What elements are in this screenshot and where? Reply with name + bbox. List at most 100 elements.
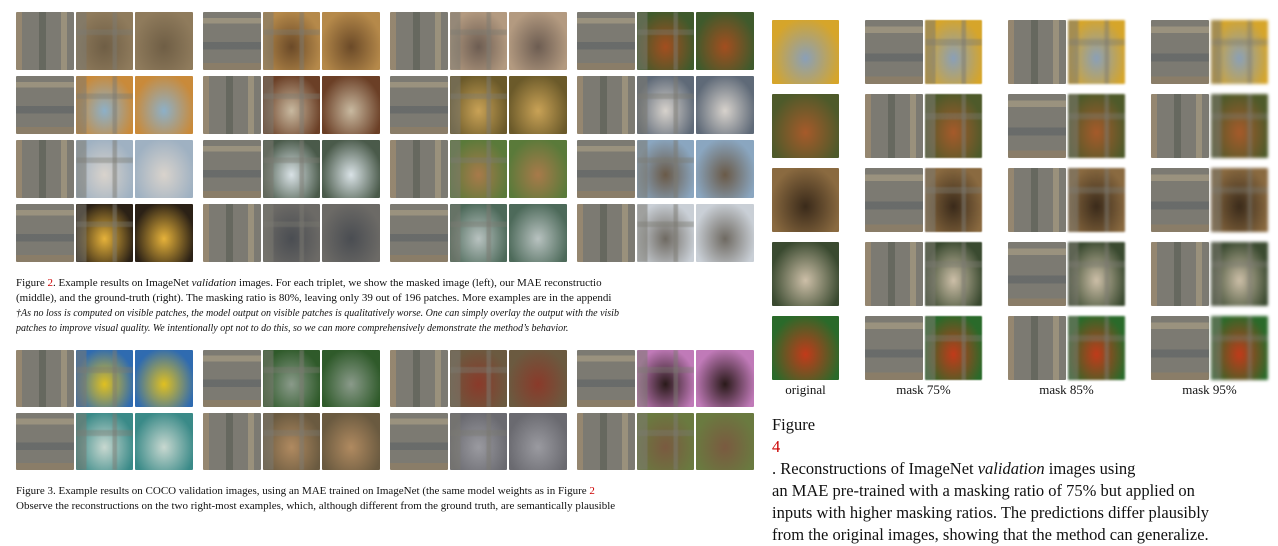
reconstruction-image bbox=[75, 76, 134, 134]
figure-3-triplet bbox=[577, 350, 755, 407]
ground-truth-image bbox=[696, 140, 755, 198]
reconstruction-image bbox=[75, 350, 134, 407]
ground-truth-image bbox=[322, 12, 381, 70]
reconstruction-image bbox=[636, 140, 695, 198]
reconstruction-image bbox=[636, 76, 695, 134]
mask-95-pair bbox=[1151, 94, 1268, 158]
original-image bbox=[772, 316, 839, 380]
mask-85-masked-image bbox=[1008, 242, 1066, 306]
masked-image bbox=[390, 350, 448, 407]
masked-image bbox=[577, 350, 635, 407]
mask-85-masked-image bbox=[1008, 20, 1066, 84]
masked-image bbox=[16, 140, 74, 198]
mask-95-masked-image bbox=[1151, 94, 1209, 158]
mask-85-reconstruction-image bbox=[1067, 168, 1125, 232]
mask-95-pair bbox=[1151, 168, 1268, 232]
mask-95-masked-image bbox=[1151, 20, 1209, 84]
masked-image bbox=[577, 76, 635, 134]
figure-2-footnote-line-2: patches to improve visual quality. We in… bbox=[16, 323, 569, 334]
ground-truth-image bbox=[322, 413, 381, 470]
ground-truth-image bbox=[322, 350, 381, 407]
original-image bbox=[772, 94, 839, 158]
figure-3-caption-line-2: Observe the reconstructions on the two r… bbox=[16, 500, 616, 512]
figure-3-caption-line-1: Figure 3. Example results on COCO valida… bbox=[16, 485, 595, 497]
mask-75-pair bbox=[865, 20, 982, 84]
mask-85-reconstruction-image bbox=[1067, 20, 1125, 84]
figure-3-triplet bbox=[390, 413, 568, 470]
reconstruction-image bbox=[262, 76, 321, 134]
reconstruction-image bbox=[449, 140, 508, 198]
masked-image bbox=[577, 140, 635, 198]
mask-95-pair bbox=[1151, 242, 1268, 306]
mask-95-reconstruction-image bbox=[1210, 94, 1268, 158]
masked-image bbox=[390, 413, 448, 470]
original-image bbox=[772, 242, 839, 306]
reconstruction-image bbox=[636, 350, 695, 407]
figure-2-triplet bbox=[16, 12, 194, 70]
masked-image bbox=[16, 204, 74, 262]
ground-truth-image bbox=[509, 413, 568, 470]
figure-2-triplet bbox=[390, 204, 568, 262]
mask-95-pair bbox=[1151, 316, 1268, 380]
original-photo bbox=[772, 242, 839, 306]
figure-2-triplet bbox=[203, 12, 381, 70]
figure-2-triplet bbox=[203, 204, 381, 262]
figure-4-image-grid bbox=[772, 20, 1268, 380]
masked-image bbox=[390, 76, 448, 134]
figure-4-caption-line-2: an MAE pre-trained with a masking ratio … bbox=[772, 481, 1195, 500]
mask-75-masked-image bbox=[865, 242, 923, 306]
masked-image bbox=[577, 413, 635, 470]
masked-image bbox=[203, 12, 261, 70]
masked-image bbox=[16, 413, 74, 470]
mask-75-pair bbox=[865, 94, 982, 158]
column-label-mask-85: mask 85% bbox=[1039, 382, 1094, 397]
mask-85-pair bbox=[1008, 20, 1125, 84]
figure-3-triplet bbox=[203, 413, 381, 470]
mask-75-pair bbox=[865, 242, 982, 306]
original-photo bbox=[772, 168, 839, 232]
reconstruction-image bbox=[262, 204, 321, 262]
figure-2-caption-line-2: (middle), and the ground-truth (right). … bbox=[16, 292, 612, 304]
ground-truth-image bbox=[135, 140, 194, 198]
reconstruction-image bbox=[262, 12, 321, 70]
figure-3-triplet bbox=[390, 350, 568, 407]
reconstruction-image bbox=[75, 413, 134, 470]
figure-2-caption-line-1: Figure 2. Example results on ImageNet va… bbox=[16, 277, 602, 289]
masked-image bbox=[16, 350, 74, 407]
mask-95-reconstruction-image bbox=[1210, 242, 1268, 306]
original-photo bbox=[772, 94, 839, 158]
mask-95-masked-image bbox=[1151, 316, 1209, 380]
figure-2-image-grid bbox=[16, 12, 755, 262]
mask-85-reconstruction-image bbox=[1067, 316, 1125, 380]
mask-75-masked-image bbox=[865, 20, 923, 84]
mask-85-reconstruction-image bbox=[1067, 94, 1125, 158]
ground-truth-image bbox=[696, 204, 755, 262]
figure-2-triplet bbox=[16, 140, 194, 198]
masked-image bbox=[203, 350, 261, 407]
mask-85-reconstruction-image bbox=[1067, 242, 1125, 306]
ground-truth-image bbox=[509, 204, 568, 262]
figure-3-triplet bbox=[577, 413, 755, 470]
figure-4-caption: Figure 4. Reconstructions of ImageNet va… bbox=[772, 414, 1272, 546]
figure-2-triplet bbox=[203, 76, 381, 134]
ground-truth-image bbox=[509, 350, 568, 407]
reconstruction-image bbox=[636, 413, 695, 470]
mask-95-pair bbox=[1151, 20, 1268, 84]
masked-image bbox=[203, 140, 261, 198]
ground-truth-image bbox=[322, 76, 381, 134]
mask-75-masked-image bbox=[865, 316, 923, 380]
column-label-mask-95: mask 95% bbox=[1182, 382, 1237, 397]
figure-2-triplet bbox=[577, 12, 755, 70]
ground-truth-image bbox=[509, 12, 568, 70]
ground-truth-image bbox=[509, 140, 568, 198]
mask-75-reconstruction-image bbox=[924, 316, 982, 380]
masked-image bbox=[390, 140, 448, 198]
figure-2-triplet bbox=[577, 204, 755, 262]
figure-2-triplet bbox=[390, 140, 568, 198]
figure-3-triplet bbox=[16, 350, 194, 407]
ground-truth-image bbox=[135, 350, 194, 407]
masked-image bbox=[577, 204, 635, 262]
mask-75-masked-image bbox=[865, 94, 923, 158]
mask-75-reconstruction-image bbox=[924, 94, 982, 158]
ground-truth-image bbox=[509, 76, 568, 134]
